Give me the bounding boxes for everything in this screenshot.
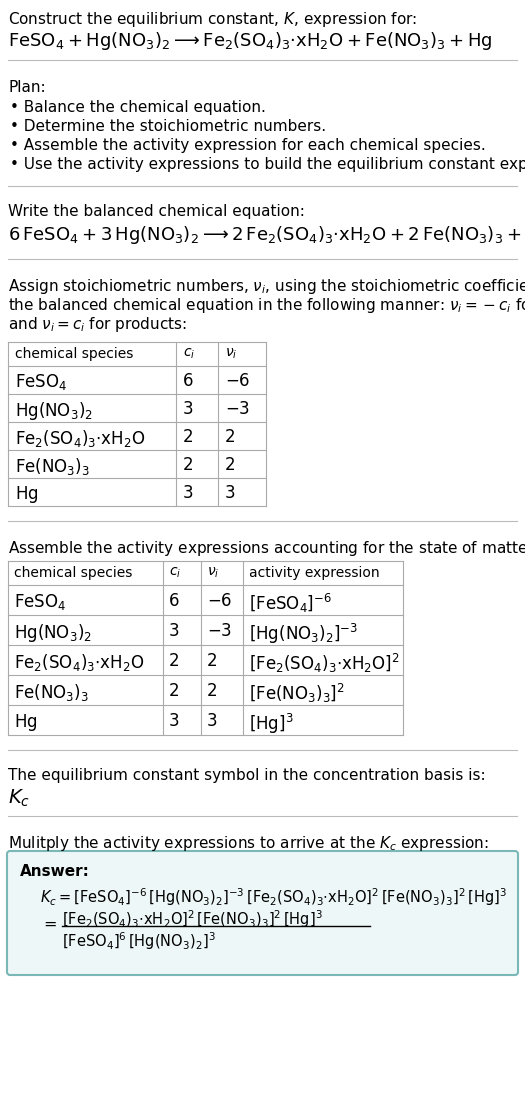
Text: $\nu_i$: $\nu_i$ [225, 347, 237, 362]
Text: the balanced chemical equation in the following manner: $\nu_i = -c_i$ for react: the balanced chemical equation in the fo… [8, 296, 525, 315]
Text: 2: 2 [183, 428, 194, 446]
Text: $\mathrm{Fe_2(SO_4)_3{\cdot}xH_2O}$: $\mathrm{Fe_2(SO_4)_3{\cdot}xH_2O}$ [15, 428, 145, 449]
Text: 3: 3 [169, 622, 180, 640]
Text: $[\mathrm{FeSO_4}]^{-6}$: $[\mathrm{FeSO_4}]^{-6}$ [249, 592, 332, 615]
Text: 2: 2 [225, 428, 236, 446]
Text: • Determine the stoichiometric numbers.: • Determine the stoichiometric numbers. [10, 119, 326, 134]
Text: $[\mathrm{Hg(NO_3)_2}]^{-3}$: $[\mathrm{Hg(NO_3)_2}]^{-3}$ [249, 622, 358, 646]
Text: Assemble the activity expressions accounting for the state of matter and $\nu_i$: Assemble the activity expressions accoun… [8, 539, 525, 559]
Text: $\mathrm{Hg}$: $\mathrm{Hg}$ [14, 712, 37, 733]
Text: 6: 6 [169, 592, 180, 611]
Text: 2: 2 [207, 653, 218, 670]
Text: Write the balanced chemical equation:: Write the balanced chemical equation: [8, 204, 305, 219]
Text: $-3$: $-3$ [207, 622, 232, 640]
Text: 3: 3 [225, 484, 236, 502]
Text: 6: 6 [183, 372, 194, 390]
Text: $\mathrm{6\,FeSO_4 + 3\,Hg(NO_3)_2 \longrightarrow 2\,Fe_2(SO_4)_3{\cdot}xH_2O +: $\mathrm{6\,FeSO_4 + 3\,Hg(NO_3)_2 \long… [8, 225, 525, 246]
Text: 3: 3 [183, 484, 194, 502]
Text: $\nu_i$: $\nu_i$ [207, 566, 219, 581]
FancyBboxPatch shape [7, 851, 518, 975]
Text: 3: 3 [207, 712, 218, 730]
Text: $[\mathrm{Fe_2(SO_4)_3{\cdot}xH_2O}]^{2}$: $[\mathrm{Fe_2(SO_4)_3{\cdot}xH_2O}]^{2}… [249, 653, 400, 675]
Text: 3: 3 [183, 400, 194, 418]
Text: $\mathrm{FeSO_4 + Hg(NO_3)_2 \longrightarrow Fe_2(SO_4)_3{\cdot}xH_2O + Fe(NO_3): $\mathrm{FeSO_4 + Hg(NO_3)_2 \longrighta… [8, 30, 492, 52]
Text: Construct the equilibrium constant, $K$, expression for:: Construct the equilibrium constant, $K$,… [8, 10, 417, 29]
Text: $K_c$: $K_c$ [8, 787, 30, 810]
Text: • Use the activity expressions to build the equilibrium constant expression.: • Use the activity expressions to build … [10, 157, 525, 173]
Text: activity expression: activity expression [249, 566, 380, 580]
Text: $K_c = [\mathrm{FeSO_4}]^{-6}\,[\mathrm{Hg(NO_3)_2}]^{-3}\,[\mathrm{Fe_2(SO_4)_3: $K_c = [\mathrm{FeSO_4}]^{-6}\,[\mathrm{… [40, 886, 507, 908]
Text: • Balance the chemical equation.: • Balance the chemical equation. [10, 100, 266, 115]
Text: $[\mathrm{Fe_2(SO_4)_3{\cdot}xH_2O}]^2\,[\mathrm{Fe(NO_3)_3}]^2\,[\mathrm{Hg}]^3: $[\mathrm{Fe_2(SO_4)_3{\cdot}xH_2O}]^2\,… [62, 908, 323, 930]
Text: $[\mathrm{Hg}]^{3}$: $[\mathrm{Hg}]^{3}$ [249, 712, 293, 737]
Text: $[\mathrm{Fe(NO_3)_3}]^{2}$: $[\mathrm{Fe(NO_3)_3}]^{2}$ [249, 682, 345, 706]
Text: $c_i$: $c_i$ [183, 347, 195, 362]
Text: $=$: $=$ [40, 916, 57, 931]
Text: $-3$: $-3$ [225, 400, 250, 418]
Text: 2: 2 [225, 456, 236, 474]
Text: 3: 3 [169, 712, 180, 730]
Text: $\mathrm{Hg}$: $\mathrm{Hg}$ [15, 484, 38, 505]
Text: 2: 2 [169, 682, 180, 700]
Text: $\mathrm{Fe_2(SO_4)_3{\cdot}xH_2O}$: $\mathrm{Fe_2(SO_4)_3{\cdot}xH_2O}$ [14, 653, 144, 672]
Text: 2: 2 [207, 682, 218, 700]
Text: Plan:: Plan: [8, 80, 46, 95]
Text: and $\nu_i = c_i$ for products:: and $\nu_i = c_i$ for products: [8, 315, 187, 334]
Text: Assign stoichiometric numbers, $\nu_i$, using the stoichiometric coefficients, $: Assign stoichiometric numbers, $\nu_i$, … [8, 276, 525, 296]
Text: $\mathrm{FeSO_4}$: $\mathrm{FeSO_4}$ [15, 372, 67, 392]
Text: • Assemble the activity expression for each chemical species.: • Assemble the activity expression for e… [10, 138, 486, 153]
Text: The equilibrium constant symbol in the concentration basis is:: The equilibrium constant symbol in the c… [8, 768, 486, 783]
Text: $c_i$: $c_i$ [169, 566, 181, 581]
Text: $\mathrm{Hg(NO_3)_2}$: $\mathrm{Hg(NO_3)_2}$ [15, 400, 93, 422]
Text: $-6$: $-6$ [225, 372, 250, 390]
Text: $-6$: $-6$ [207, 592, 233, 611]
Text: chemical species: chemical species [15, 347, 133, 361]
Text: $\mathrm{FeSO_4}$: $\mathrm{FeSO_4}$ [14, 592, 66, 612]
Text: 2: 2 [183, 456, 194, 474]
Text: $[\mathrm{FeSO_4}]^6\,[\mathrm{Hg(NO_3)_2}]^3$: $[\mathrm{FeSO_4}]^6\,[\mathrm{Hg(NO_3)_… [62, 930, 216, 951]
Text: Answer:: Answer: [20, 864, 90, 879]
Text: $\mathrm{Fe(NO_3)_3}$: $\mathrm{Fe(NO_3)_3}$ [14, 682, 89, 703]
Text: Mulitply the activity expressions to arrive at the $K_c$ expression:: Mulitply the activity expressions to arr… [8, 834, 489, 853]
Text: 2: 2 [169, 653, 180, 670]
Text: $\mathrm{Hg(NO_3)_2}$: $\mathrm{Hg(NO_3)_2}$ [14, 622, 92, 644]
Text: chemical species: chemical species [14, 566, 132, 580]
Text: $\mathrm{Fe(NO_3)_3}$: $\mathrm{Fe(NO_3)_3}$ [15, 456, 90, 477]
